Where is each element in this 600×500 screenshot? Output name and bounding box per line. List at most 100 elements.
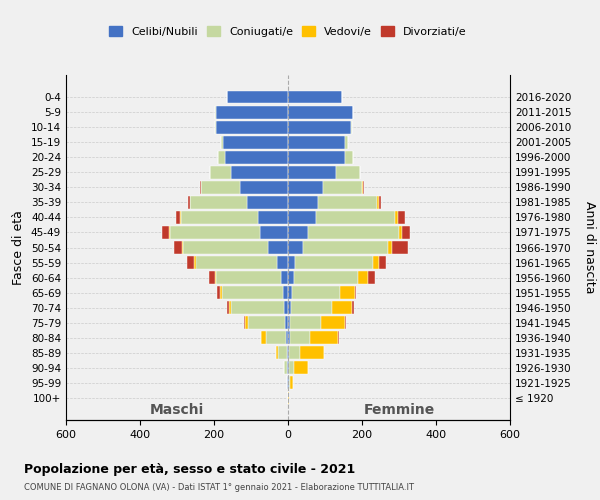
Bar bbox=[363, 181, 364, 194]
Bar bbox=[181, 211, 259, 224]
Bar bbox=[300, 346, 324, 359]
Bar bbox=[288, 271, 293, 284]
Bar bbox=[259, 211, 288, 224]
Bar bbox=[288, 106, 353, 118]
Bar bbox=[284, 362, 287, 374]
Bar bbox=[222, 286, 283, 299]
Bar bbox=[288, 121, 351, 134]
Bar bbox=[351, 121, 352, 134]
Bar bbox=[200, 181, 201, 194]
Bar bbox=[169, 226, 170, 239]
Bar bbox=[346, 151, 353, 164]
Bar bbox=[316, 211, 395, 224]
Bar bbox=[277, 256, 288, 269]
Bar bbox=[293, 362, 308, 374]
Bar bbox=[244, 316, 245, 329]
Bar bbox=[336, 166, 360, 178]
Bar bbox=[216, 106, 288, 118]
Bar bbox=[286, 316, 288, 329]
Bar bbox=[288, 166, 336, 178]
Bar bbox=[287, 346, 288, 359]
Bar bbox=[308, 226, 399, 239]
Bar bbox=[248, 316, 286, 329]
Bar bbox=[187, 256, 194, 269]
Bar bbox=[215, 121, 216, 134]
Bar bbox=[398, 211, 405, 224]
Bar bbox=[288, 346, 289, 359]
Bar bbox=[180, 211, 181, 224]
Bar bbox=[402, 226, 410, 239]
Bar bbox=[286, 332, 288, 344]
Bar bbox=[340, 286, 355, 299]
Bar bbox=[290, 332, 310, 344]
Bar bbox=[288, 90, 341, 104]
Text: COMUNE DI FAGNANO OLONA (VA) - Dati ISTAT 1° gennaio 2021 - Elaborazione TUTTITA: COMUNE DI FAGNANO OLONA (VA) - Dati ISTA… bbox=[24, 482, 414, 492]
Bar bbox=[215, 271, 216, 284]
Bar bbox=[175, 241, 182, 254]
Bar bbox=[379, 256, 386, 269]
Bar bbox=[289, 376, 290, 390]
Bar bbox=[399, 226, 402, 239]
Bar bbox=[310, 332, 338, 344]
Bar bbox=[278, 346, 287, 359]
Bar bbox=[194, 256, 196, 269]
Bar bbox=[190, 196, 247, 209]
Bar bbox=[288, 136, 346, 148]
Bar bbox=[338, 332, 339, 344]
Bar bbox=[323, 181, 362, 194]
Bar bbox=[266, 332, 286, 344]
Y-axis label: Fasce di età: Fasce di età bbox=[13, 210, 25, 285]
Bar bbox=[303, 241, 388, 254]
Bar bbox=[162, 226, 169, 239]
Bar bbox=[268, 241, 288, 254]
Bar bbox=[317, 196, 377, 209]
Bar bbox=[379, 196, 380, 209]
Bar bbox=[227, 90, 288, 104]
Bar bbox=[283, 286, 288, 299]
Bar bbox=[388, 241, 392, 254]
Bar bbox=[210, 166, 230, 178]
Bar bbox=[288, 211, 316, 224]
Bar bbox=[362, 181, 363, 194]
Bar bbox=[355, 286, 356, 299]
Bar bbox=[288, 151, 346, 164]
Bar bbox=[245, 316, 248, 329]
Bar bbox=[220, 286, 222, 299]
Bar bbox=[288, 376, 289, 390]
Bar bbox=[216, 121, 288, 134]
Bar bbox=[288, 392, 289, 404]
Bar bbox=[288, 302, 291, 314]
Bar bbox=[240, 181, 288, 194]
Bar bbox=[290, 376, 293, 390]
Bar bbox=[215, 106, 216, 118]
Bar bbox=[221, 136, 223, 148]
Bar bbox=[352, 302, 354, 314]
Bar bbox=[176, 211, 180, 224]
Bar bbox=[276, 346, 278, 359]
Text: Maschi: Maschi bbox=[150, 404, 204, 417]
Text: Femmine: Femmine bbox=[364, 404, 434, 417]
Bar bbox=[358, 271, 368, 284]
Bar bbox=[392, 241, 408, 254]
Bar bbox=[201, 181, 240, 194]
Bar bbox=[332, 302, 352, 314]
Bar bbox=[288, 316, 290, 329]
Y-axis label: Anni di nascita: Anni di nascita bbox=[583, 201, 596, 294]
Bar bbox=[292, 286, 340, 299]
Bar bbox=[288, 286, 292, 299]
Bar bbox=[293, 271, 358, 284]
Bar bbox=[290, 316, 322, 329]
Bar bbox=[289, 346, 300, 359]
Bar bbox=[288, 196, 317, 209]
Bar bbox=[230, 302, 284, 314]
Bar bbox=[229, 302, 230, 314]
Bar bbox=[216, 271, 281, 284]
Bar bbox=[230, 166, 288, 178]
Bar bbox=[217, 286, 220, 299]
Bar bbox=[346, 136, 349, 148]
Bar bbox=[377, 196, 379, 209]
Bar bbox=[223, 136, 288, 148]
Bar bbox=[291, 302, 332, 314]
Bar bbox=[288, 362, 289, 374]
Bar bbox=[188, 196, 190, 209]
